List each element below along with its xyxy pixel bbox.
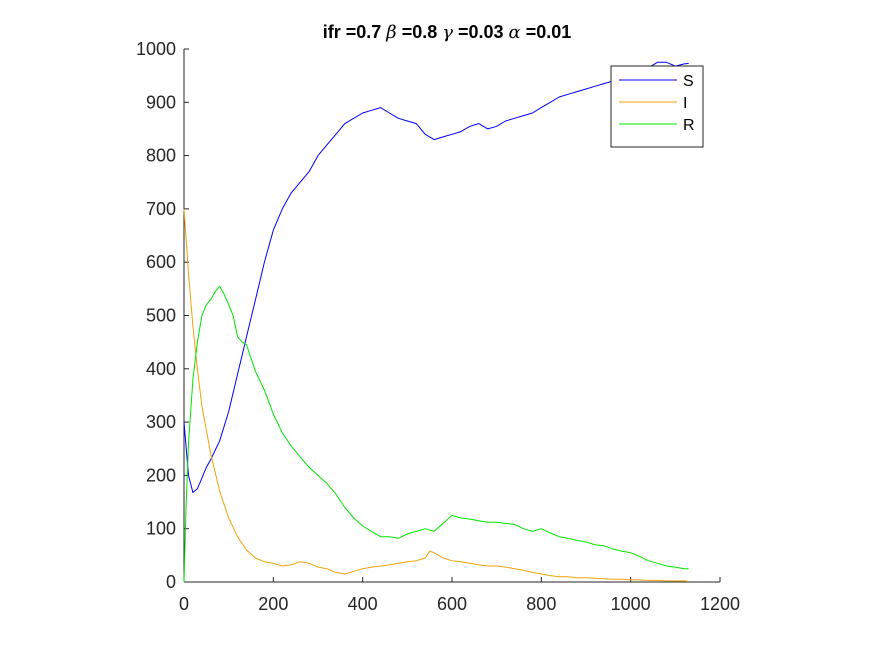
y-tick-label: 400 xyxy=(146,359,176,379)
x-tick-label: 400 xyxy=(348,594,378,614)
y-tick-label: 900 xyxy=(146,92,176,112)
y-tick-label: 300 xyxy=(146,412,176,432)
y-tick-label: 700 xyxy=(146,199,176,219)
y-tick-label: 0 xyxy=(166,572,176,592)
legend-label-i: I xyxy=(683,95,687,112)
title-part: α xyxy=(509,22,521,43)
chart-title: ifr =0.7 β =0.8 γ =0.03 α =0.01 xyxy=(323,22,572,43)
title-part: =0.8 xyxy=(397,22,443,42)
title-part: =0.03 xyxy=(453,22,509,42)
x-tick-label: 200 xyxy=(258,594,288,614)
series-line-i xyxy=(183,208,689,582)
chart-axes: 0 200 400 600 800 1000 1200 0 100 200 300 400 500 600… xyxy=(136,39,740,614)
x-tick-label: 1200 xyxy=(700,594,740,614)
y-tick-label: 100 xyxy=(146,519,176,539)
y-tick-label: 200 xyxy=(146,465,176,485)
x-tick-label: 600 xyxy=(437,594,467,614)
plot-area xyxy=(183,61,689,583)
series-line-r xyxy=(183,285,689,583)
y-tick-label: 500 xyxy=(146,306,176,326)
x-tick-label: 800 xyxy=(526,594,556,614)
y-tick-label: 800 xyxy=(146,146,176,166)
y-tick-label: 1000 xyxy=(136,39,176,59)
series-line-s xyxy=(183,61,689,493)
title-part: β xyxy=(385,22,396,43)
chart-legend: SIR xyxy=(610,65,704,148)
legend-label-s: S xyxy=(683,73,694,90)
x-tick-label: 1000 xyxy=(611,594,651,614)
legend-label-r: R xyxy=(683,117,695,134)
title-part: =0.01 xyxy=(521,22,572,42)
y-tick-label: 600 xyxy=(146,252,176,272)
x-tick-label: 0 xyxy=(179,594,189,614)
title-part: ifr =0.7 xyxy=(323,22,387,42)
title-part: γ xyxy=(442,22,453,43)
